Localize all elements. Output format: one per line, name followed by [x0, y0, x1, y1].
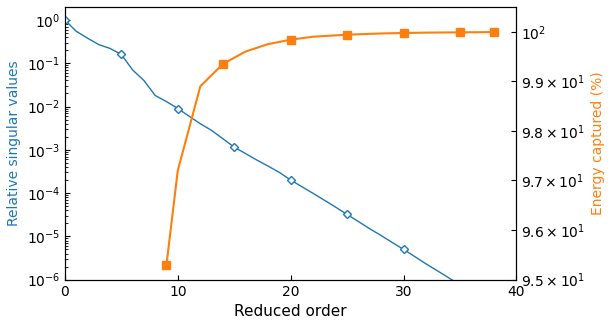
Y-axis label: Relative singular values: Relative singular values [7, 61, 21, 226]
X-axis label: Reduced order: Reduced order [234, 304, 347, 319]
Y-axis label: Energy captured (%): Energy captured (%) [591, 71, 605, 215]
